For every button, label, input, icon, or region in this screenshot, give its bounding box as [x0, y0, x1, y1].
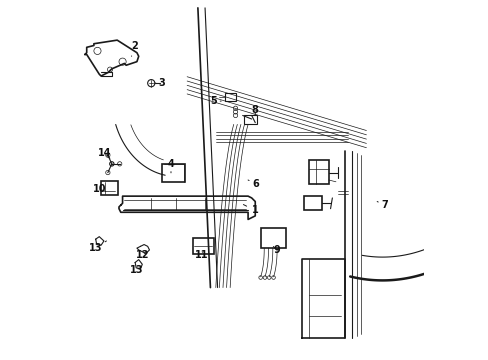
- Text: 4: 4: [167, 159, 174, 173]
- Bar: [101, 181, 118, 195]
- Bar: [224, 93, 235, 101]
- Text: 12: 12: [135, 250, 149, 260]
- Text: 11: 11: [194, 250, 208, 260]
- Text: 5: 5: [210, 96, 221, 106]
- Bar: [162, 164, 185, 182]
- Bar: [192, 238, 214, 253]
- Text: 2: 2: [131, 41, 138, 56]
- Bar: [260, 228, 285, 248]
- Text: 9: 9: [273, 245, 280, 255]
- Bar: [308, 160, 328, 184]
- Text: 14: 14: [98, 148, 111, 158]
- Text: 8: 8: [251, 105, 258, 116]
- Text: 10: 10: [92, 184, 106, 194]
- Text: 1: 1: [243, 204, 258, 216]
- Bar: [303, 196, 321, 211]
- Text: 7: 7: [376, 200, 387, 210]
- Text: 3: 3: [154, 78, 165, 88]
- Text: 6: 6: [247, 179, 258, 189]
- Text: 13: 13: [89, 241, 106, 253]
- Text: 13: 13: [130, 265, 143, 275]
- Bar: [244, 116, 257, 125]
